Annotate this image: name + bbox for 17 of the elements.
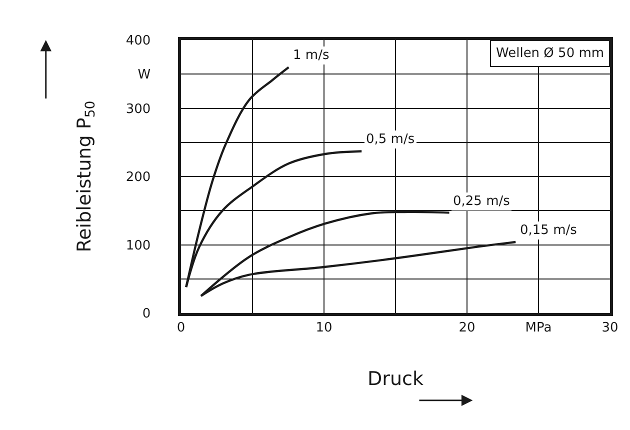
x-tick-label: 20 bbox=[458, 320, 476, 336]
series-label: 0,25 m/s bbox=[453, 194, 510, 209]
y-tick-label: 0 bbox=[142, 306, 151, 322]
series-label: 0,15 m/s bbox=[520, 223, 578, 238]
x-tick-label: MPa bbox=[525, 320, 552, 336]
y-tick-label: 200 bbox=[126, 170, 151, 186]
x-axis-title: Druck bbox=[368, 368, 424, 390]
y-tick-label: 400 bbox=[126, 34, 151, 49]
annotation: Wellen Ø 50 mm bbox=[496, 46, 604, 61]
y-tick-label: 300 bbox=[126, 102, 151, 117]
series-label: 1 m/s bbox=[293, 48, 330, 63]
series-label: 0,5 m/s bbox=[366, 132, 415, 147]
x-tick-label: 0 bbox=[176, 320, 186, 336]
y-tick-label: W bbox=[138, 68, 151, 83]
y-tick-label: 100 bbox=[126, 238, 151, 254]
x-tick-label: 10 bbox=[316, 320, 332, 336]
x-tick-label: 30 bbox=[602, 320, 618, 336]
